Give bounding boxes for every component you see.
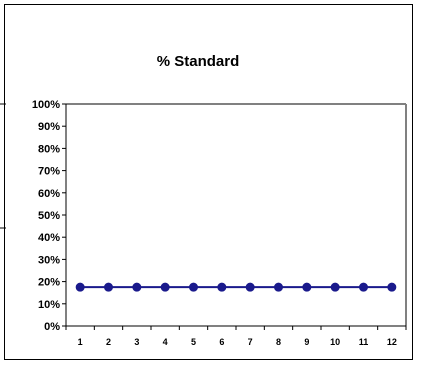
x-tick-label: 9	[304, 337, 309, 347]
y-tick-label: 0%	[44, 321, 60, 333]
x-tick-label: 7	[248, 337, 253, 347]
x-tick-label: 2	[106, 337, 111, 347]
data-point	[245, 282, 255, 292]
y-tick-label: 50%	[38, 210, 60, 222]
chart-title: % Standard	[157, 53, 240, 70]
x-tick-label: 6	[219, 337, 224, 347]
data-point	[330, 282, 340, 292]
x-tick-label: 5	[191, 337, 196, 347]
data-point	[160, 282, 170, 292]
data-point	[104, 282, 113, 292]
x-tick-label: 12	[387, 337, 397, 347]
x-tick-label: 10	[330, 337, 340, 347]
data-point	[387, 282, 397, 292]
y-tick-label: 90%	[38, 121, 60, 133]
x-tick-label: 8	[276, 337, 281, 347]
data-point	[217, 282, 227, 292]
y-tick-label: 60%	[38, 188, 60, 200]
data-point	[359, 282, 368, 292]
plot-area: 0%10%20%30%40%50%60%70%80%90%100%1 2 3 4 5 6 7…	[32, 99, 407, 347]
data-point	[189, 282, 198, 292]
chart-frame	[4, 4, 413, 360]
x-tick-label: 1	[78, 337, 83, 347]
data-point	[75, 282, 85, 292]
y-tick-label: 70%	[38, 166, 60, 178]
x-tick-label: 3	[134, 337, 139, 347]
y-tick-label: 10%	[38, 299, 60, 311]
data-point	[302, 282, 312, 292]
y-tick-label: 100%	[32, 99, 60, 111]
data-point	[274, 282, 283, 292]
y-tick-label: 20%	[38, 277, 60, 289]
y-tick-label: 30%	[38, 254, 60, 266]
x-tick-label: 4	[163, 337, 168, 347]
y-tick-label: 40%	[38, 232, 60, 244]
x-tick-label: 11	[359, 337, 369, 347]
data-point	[132, 282, 142, 292]
y-tick-label: 80%	[38, 143, 60, 155]
